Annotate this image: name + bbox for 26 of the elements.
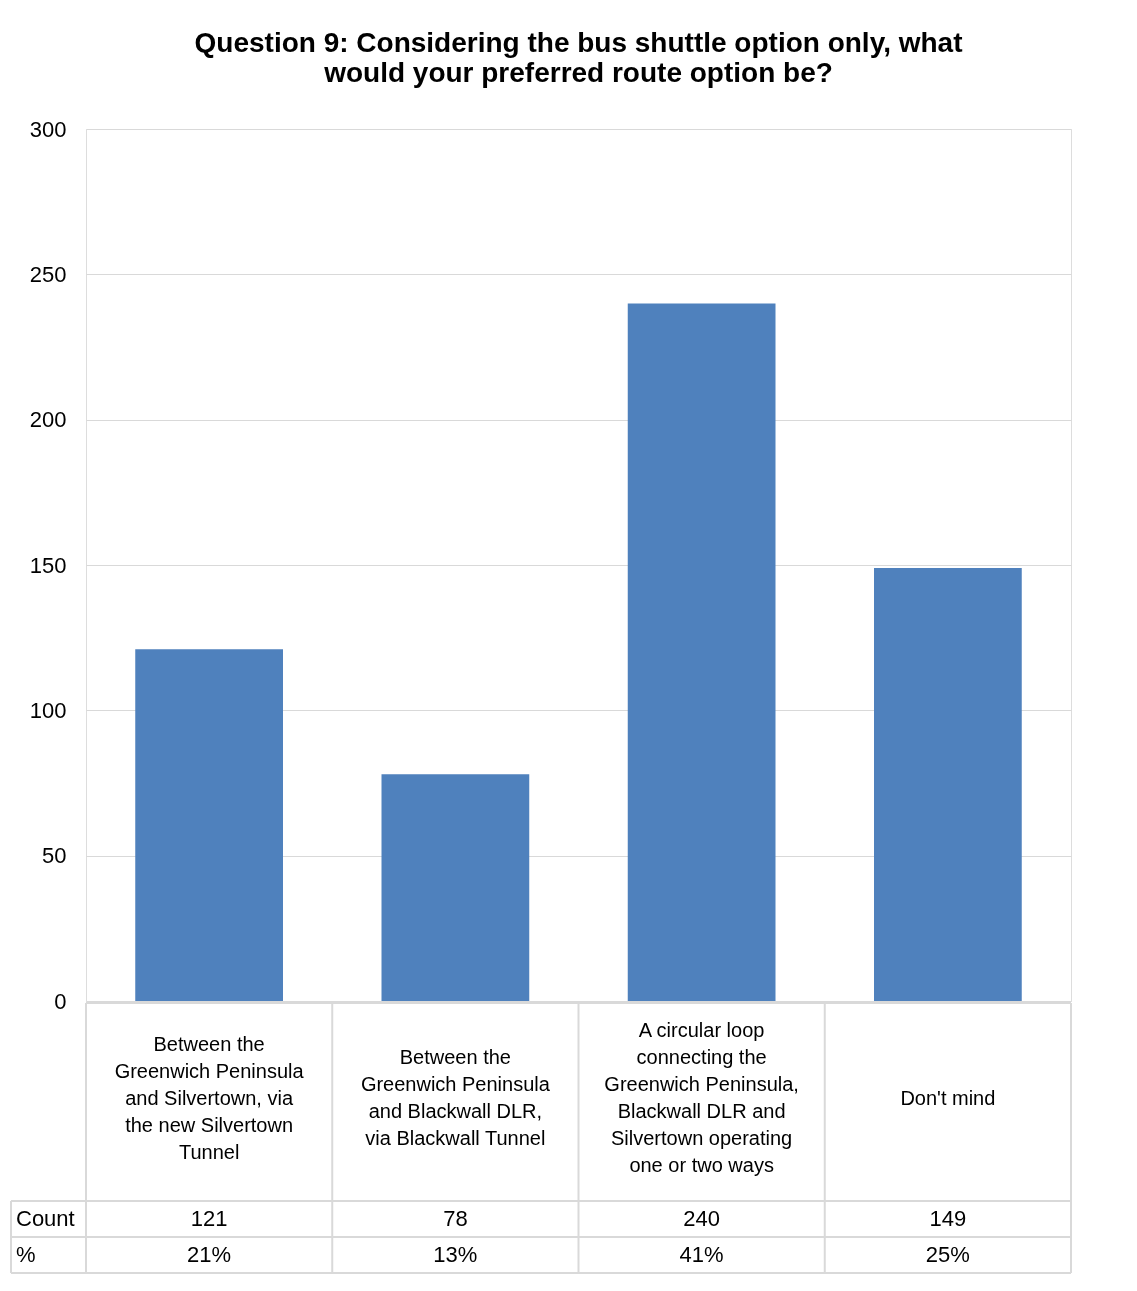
y-tick-label: 300 [29, 116, 67, 142]
bar [135, 649, 283, 1001]
x-tick-label: Don't mind [900, 1086, 996, 1109]
chart-title: Question 9: Considering the bus shuttle option only, what would your preferred route option be? [194, 27, 963, 88]
text: Count [16, 1206, 75, 1231]
data-label: 78 [443, 1206, 468, 1231]
data-label: 149 [929, 1206, 967, 1231]
y-tick-label: 150 [29, 552, 67, 578]
bar [381, 774, 530, 1001]
text: 13% [433, 1242, 478, 1267]
y-tick-label: 100 [29, 697, 67, 723]
y-tick-label: 0 [54, 988, 67, 1014]
x-tick-label: Between the Greenwich Peninsula and Blackwall DLR, via Blackwall Tunnel [360, 1046, 551, 1149]
x-tick-label: A circular loop connecting the Greenwich Peninsula, Blackwall DLR and Silvertown operating one or two ways [604, 1019, 799, 1176]
y-tick-label: 200 [29, 407, 67, 433]
text: 25% [925, 1242, 970, 1267]
bar [874, 567, 1022, 1001]
text: 21% [187, 1242, 232, 1267]
bar [627, 303, 776, 1001]
y-tick-label: 250 [29, 261, 67, 287]
text: 41% [679, 1242, 724, 1267]
y-tick-label: 50 [42, 843, 67, 869]
data-label: 240 [683, 1206, 720, 1231]
text: % [16, 1242, 36, 1267]
data-label: 121 [190, 1206, 228, 1231]
x-tick-label: Between the Greenwich Peninsula and Silvertown, via the new Silvertown Tunnel [114, 1032, 305, 1163]
